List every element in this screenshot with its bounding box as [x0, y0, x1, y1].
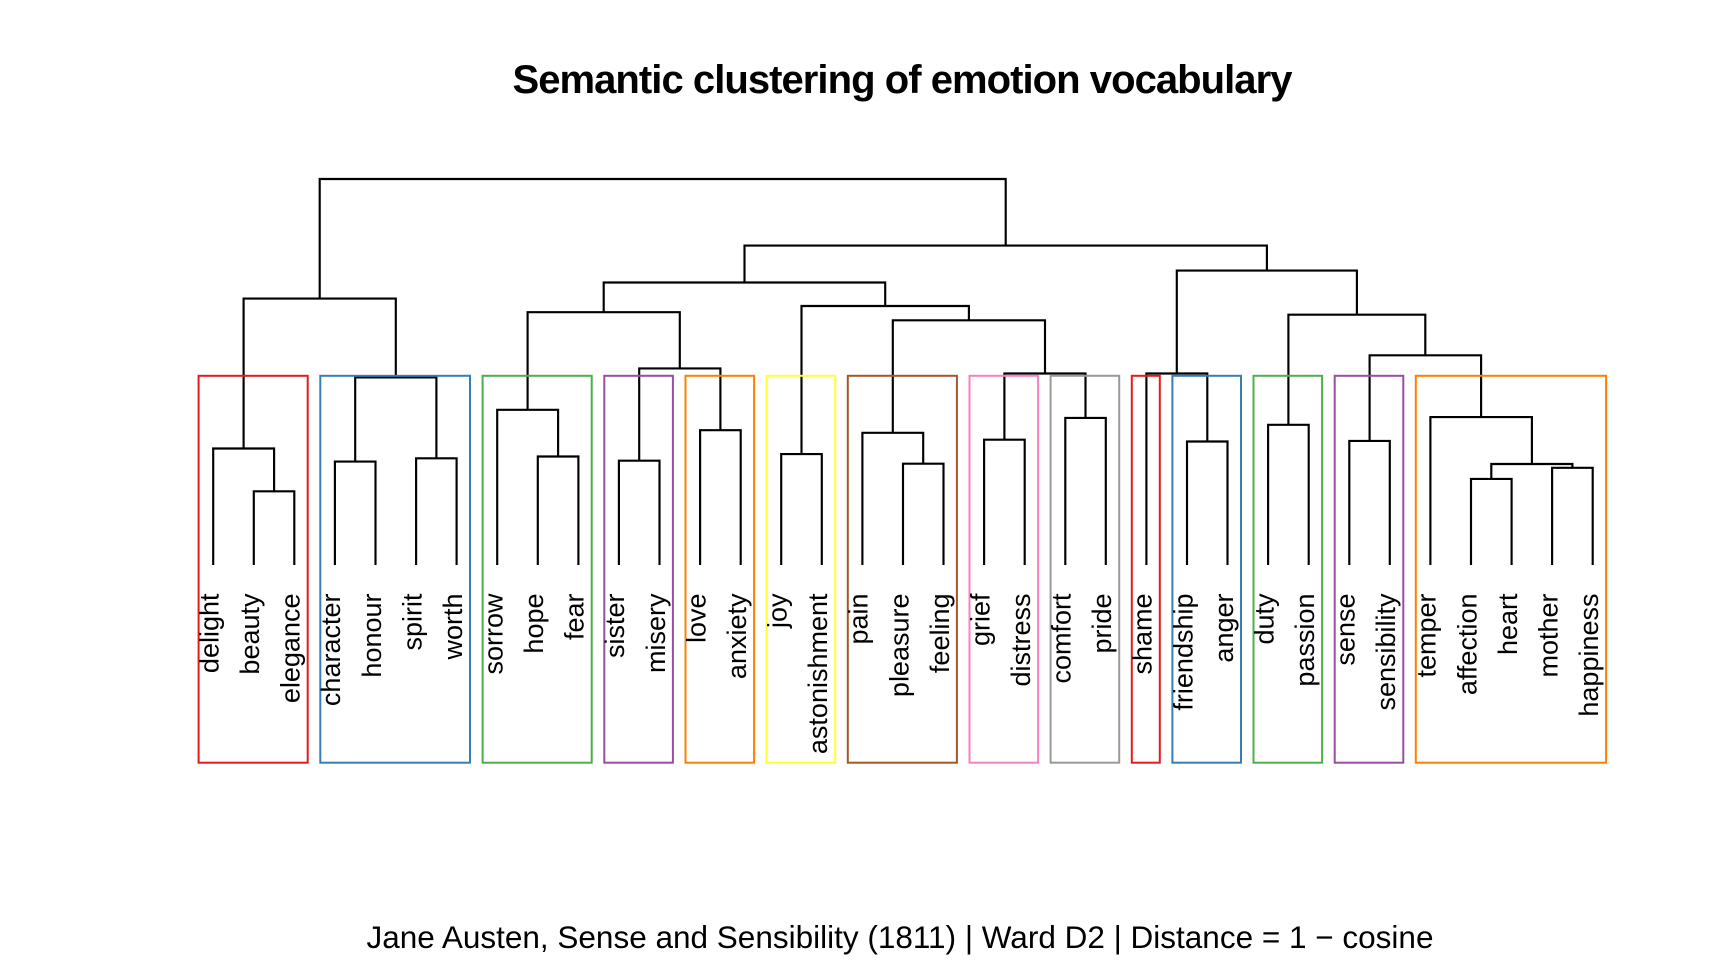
svg-text:feeling: feeling [925, 594, 955, 674]
svg-text:happiness: happiness [1574, 594, 1604, 717]
svg-text:mother: mother [1533, 594, 1563, 678]
svg-text:sense: sense [1331, 594, 1361, 666]
svg-text:astonishment: astonishment [803, 593, 833, 754]
svg-text:comfort: comfort [1047, 593, 1077, 684]
svg-text:heart: heart [1493, 593, 1523, 655]
svg-text:misery: misery [641, 593, 671, 673]
svg-text:passion: passion [1290, 594, 1320, 687]
svg-text:temper: temper [1412, 594, 1442, 678]
svg-text:grief: grief [965, 593, 995, 646]
svg-text:love: love [681, 594, 711, 644]
svg-text:character: character [316, 594, 346, 707]
svg-text:distress: distress [1006, 594, 1036, 687]
svg-text:Semantic clustering of emotion: Semantic clustering of emotion vocabular… [512, 58, 1293, 102]
svg-text:beauty: beauty [235, 593, 265, 675]
svg-text:sensibility: sensibility [1371, 593, 1401, 711]
svg-text:duty: duty [1249, 593, 1279, 645]
svg-text:elegance: elegance [276, 594, 306, 704]
svg-text:friendship: friendship [1168, 594, 1198, 711]
svg-text:anger: anger [1209, 593, 1239, 662]
svg-text:pleasure: pleasure [884, 594, 914, 698]
svg-text:hope: hope [519, 594, 549, 654]
svg-text:pain: pain [844, 594, 874, 645]
svg-text:sorrow: sorrow [479, 593, 509, 675]
svg-text:worth: worth [438, 594, 468, 661]
svg-text:shame: shame [1128, 594, 1158, 675]
svg-text:pride: pride [1087, 594, 1117, 654]
svg-text:Jane Austen, Sense and Sensibi: Jane Austen, Sense and Sensibility (1811… [367, 919, 1434, 955]
svg-text:fear: fear [560, 593, 590, 640]
svg-text:anxiety: anxiety [722, 593, 752, 679]
svg-text:sister: sister [600, 593, 630, 658]
svg-text:delight: delight [195, 593, 225, 673]
svg-text:honour: honour [357, 593, 387, 677]
svg-text:spirit: spirit [397, 593, 427, 651]
svg-text:joy: joy [763, 593, 793, 629]
svg-text:affection: affection [1452, 594, 1482, 696]
